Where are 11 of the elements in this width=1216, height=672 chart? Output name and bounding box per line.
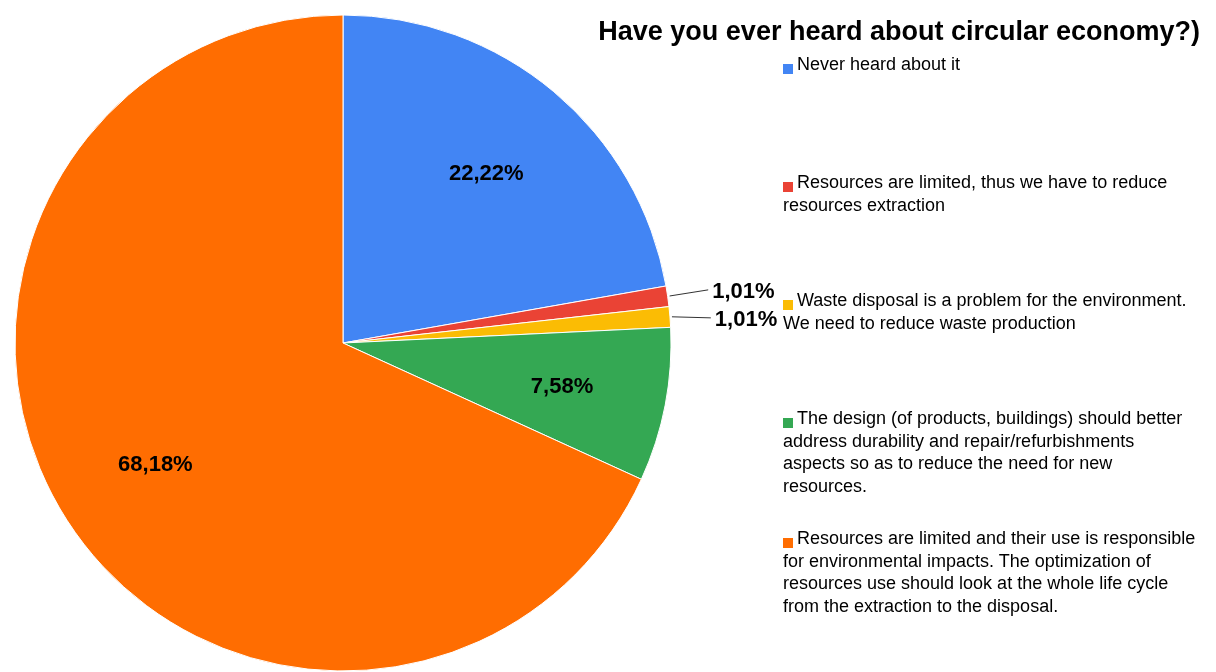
- legend-label: Never heard about it: [797, 54, 961, 74]
- data-label: 1,01%: [712, 277, 775, 303]
- legend-label: Resources are limited and their use is responsible for environmental impacts. The optimization of resources use should look at the whole life cycle from the extraction to the disposal.: [783, 528, 1196, 616]
- legend-label: Resources are limited, thus we have to reduce resources extraction: [783, 172, 1168, 215]
- data-label: 1,01%: [714, 305, 778, 331]
- legend-label: The design (of products, buildings) should better address durability and repair/refurbishments aspects so as to reduce the need for new resources.: [783, 408, 1183, 496]
- chart-title: Have you ever heard about circular economy?): [598, 16, 1200, 46]
- data-label: 68,18%: [118, 451, 193, 477]
- legend-label: Waste disposal is a problem for the environment. We need to reduce waste production: [783, 290, 1187, 333]
- data-label: 7,58%: [530, 372, 594, 398]
- data-label: 22,22%: [449, 159, 524, 185]
